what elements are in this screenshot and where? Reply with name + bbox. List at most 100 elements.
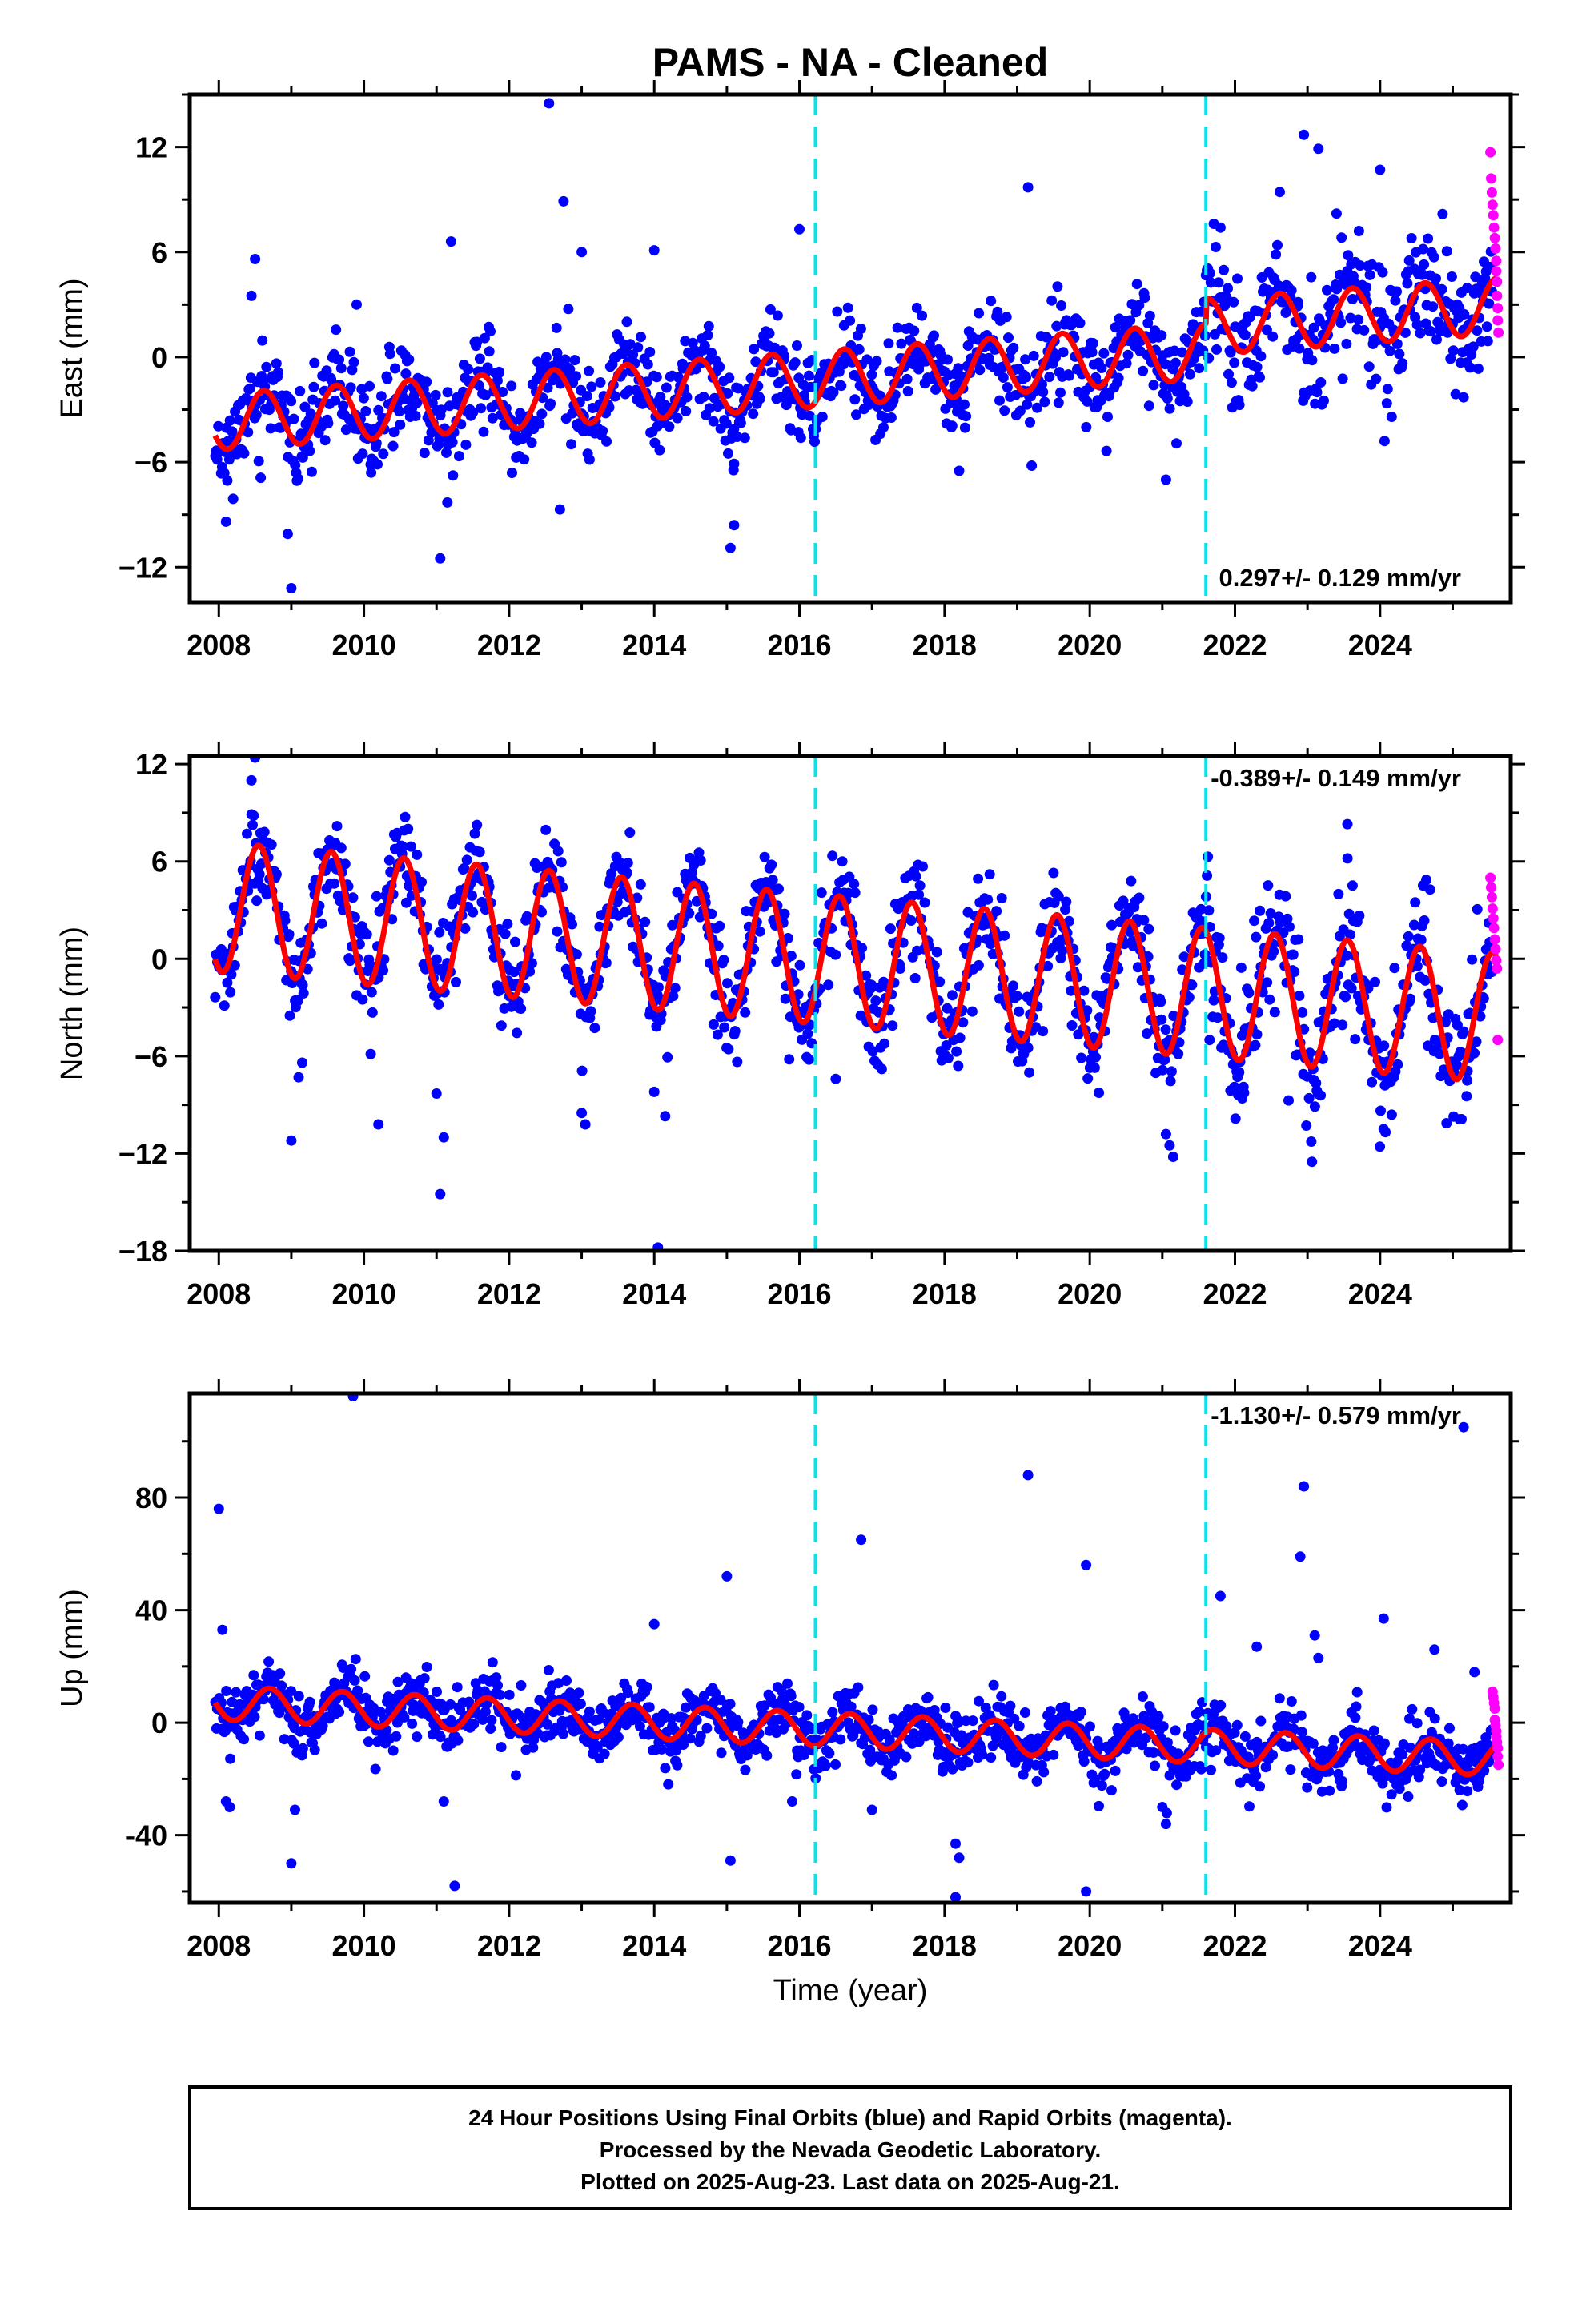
data-point <box>749 344 760 355</box>
data-point <box>571 371 582 382</box>
data-point <box>452 1735 464 1746</box>
data-point <box>1456 1114 1467 1124</box>
data-point <box>1203 851 1214 862</box>
data-point <box>491 1672 502 1683</box>
data-point <box>1126 875 1137 887</box>
x-tick-label: 2008 <box>187 1277 251 1310</box>
outlier-point <box>217 1624 228 1635</box>
data-point <box>640 916 651 927</box>
outlier-point <box>286 1135 297 1146</box>
data-point <box>479 332 490 344</box>
figure-title: PAMS - NA - Cleaned <box>652 40 1048 85</box>
data-point <box>621 316 632 328</box>
data-point <box>298 987 309 999</box>
data-point <box>1381 1802 1392 1813</box>
caption-box <box>188 2085 1512 2210</box>
data-point <box>1144 310 1155 321</box>
data-point <box>1351 1687 1363 1698</box>
data-point <box>1471 1036 1482 1047</box>
data-point <box>1225 347 1236 358</box>
data-point <box>1162 393 1173 404</box>
data-point <box>1272 239 1283 251</box>
data-point <box>558 1728 569 1739</box>
outlier-point <box>1204 1035 1215 1046</box>
data-point <box>405 841 416 852</box>
x-tick-label: 2014 <box>622 629 686 661</box>
data-point <box>909 325 920 336</box>
data-point <box>290 460 301 471</box>
data-point <box>359 1671 371 1682</box>
data-point <box>739 432 750 444</box>
data-point <box>685 1733 696 1744</box>
data-point <box>1403 1791 1414 1802</box>
data-point <box>855 324 866 334</box>
data-point <box>308 381 319 392</box>
data-point <box>1143 400 1154 412</box>
data-point <box>1315 1090 1327 1101</box>
data-point <box>254 869 265 880</box>
rapid-point <box>1490 943 1501 955</box>
data-point <box>1436 1776 1447 1787</box>
data-point <box>1038 1767 1050 1778</box>
data-point <box>460 923 471 934</box>
data-point <box>1251 361 1263 372</box>
data-point <box>1025 416 1035 428</box>
data-point <box>478 426 489 437</box>
data-point <box>601 436 612 447</box>
data-point <box>265 423 276 434</box>
data-point <box>1375 1105 1386 1116</box>
data-point <box>534 418 545 429</box>
data-point <box>740 1007 751 1018</box>
data-point <box>288 413 299 424</box>
data-point <box>1431 334 1442 345</box>
outlier-point <box>1215 222 1226 233</box>
data-point <box>542 1719 553 1730</box>
data-point <box>1287 949 1299 960</box>
x-tick-label: 2012 <box>477 1277 541 1310</box>
data-point <box>365 1048 376 1059</box>
data-point <box>1106 919 1118 931</box>
data-point <box>942 354 953 365</box>
x-tick-label: 2016 <box>767 1929 831 1962</box>
data-point <box>867 1046 878 1057</box>
data-point <box>472 819 483 830</box>
y-tick-label: 0 <box>151 943 167 975</box>
data-point <box>512 1027 523 1039</box>
data-point <box>1404 1713 1415 1724</box>
data-point <box>1239 1731 1251 1742</box>
data-point <box>987 1740 998 1751</box>
data-point <box>1055 387 1066 398</box>
data-point <box>1467 954 1478 965</box>
data-point <box>1431 273 1441 284</box>
rapid-point <box>1486 891 1497 903</box>
outlier-point <box>1215 1590 1226 1602</box>
data-point <box>1157 1064 1168 1076</box>
data-point <box>1262 977 1273 988</box>
data-point <box>959 422 970 433</box>
data-point <box>1309 1101 1320 1112</box>
data-point <box>485 326 496 337</box>
data-point <box>476 403 487 414</box>
data-point <box>497 387 508 397</box>
data-point <box>1221 1721 1232 1731</box>
data-point <box>1405 993 1415 1004</box>
data-point <box>1394 348 1405 360</box>
data-point <box>1243 987 1255 999</box>
data-point <box>732 1056 743 1068</box>
data-point <box>222 977 233 988</box>
outlier-point <box>1313 143 1324 155</box>
data-point <box>642 359 653 370</box>
x-tick-label: 2014 <box>622 1929 686 1962</box>
data-point <box>803 1054 814 1065</box>
data-point <box>1164 403 1175 414</box>
data-point <box>423 435 434 446</box>
data-point <box>1051 320 1062 332</box>
data-point <box>861 970 872 981</box>
data-point <box>387 440 399 452</box>
data-point <box>1042 960 1054 971</box>
data-point <box>695 855 706 866</box>
rapid-point <box>1492 315 1504 326</box>
model-curve <box>212 1685 1499 1778</box>
data-point <box>1044 372 1055 383</box>
